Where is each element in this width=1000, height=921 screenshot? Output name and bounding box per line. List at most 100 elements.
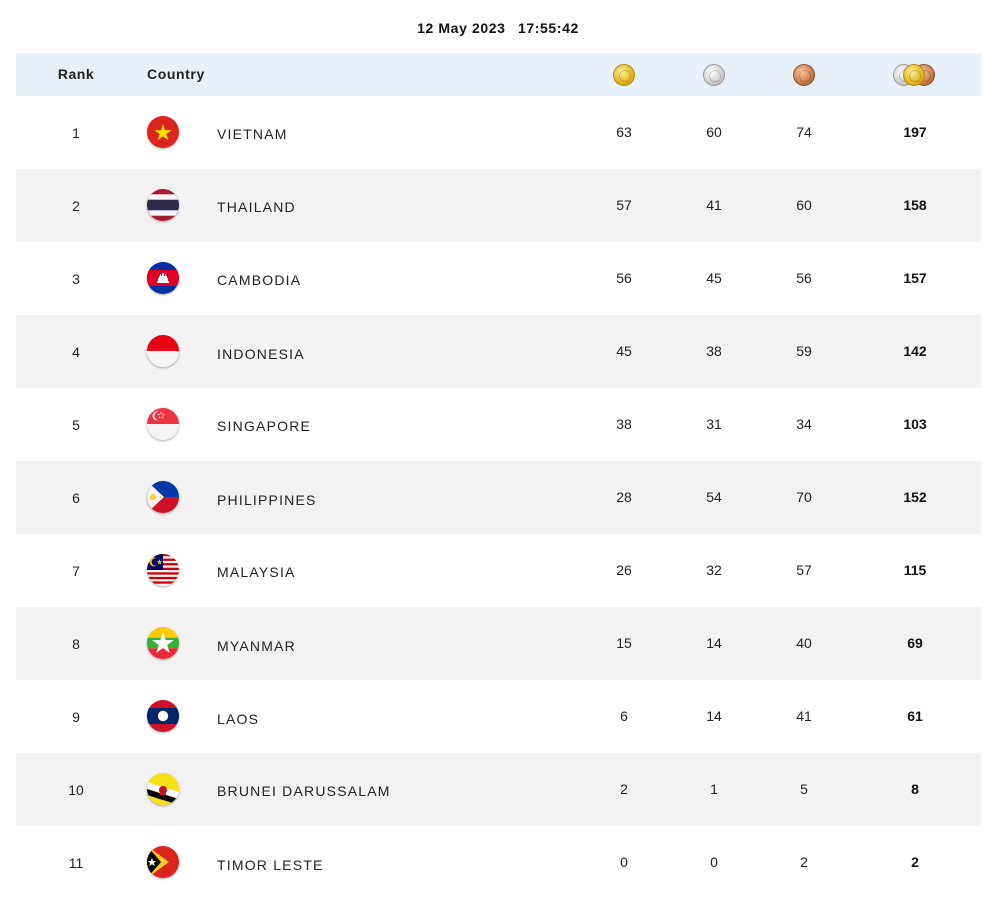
table-row: 5 SINGAPORE 38 31 34 103 [16,388,981,461]
country-name: PHILIPPINES [217,492,317,508]
table-row: 3 CAMBODIA 56 45 56 157 [16,242,981,315]
total-count: 152 [903,489,927,505]
rank-cell: 4 [72,343,80,360]
silver-count: 54 [706,489,722,505]
bronze-count: 70 [796,489,812,505]
gold-count: 38 [616,416,632,432]
last-updated-timestamp: 12 May 2023 17:55:42 [0,20,996,36]
bronze-count: 2 [800,854,808,870]
country-column-header: Country [147,66,205,82]
country-name: TIMOR LESTE [217,857,324,873]
bronze-count: 34 [796,416,812,432]
country-name: MALAYSIA [217,564,296,580]
brunei-flag-icon [147,773,179,805]
total-count: 197 [903,124,927,140]
table-row: 1 VIETNAM 63 60 74 197 [16,96,981,169]
gold-medal-icon [613,63,635,86]
gold-count: 26 [616,562,632,578]
laos-flag-icon [147,700,179,732]
silver-count: 32 [706,562,722,578]
table-row: 9 LAOS 6 14 41 61 [16,680,981,753]
rank-cell: 5 [72,416,80,433]
thailand-flag-icon [147,189,179,221]
medal-table: Rank Country 1 VIETNAM 63 60 74 197 2 THAILAND 5… [16,53,981,899]
total-column-header [885,53,945,96]
rank-cell: 1 [72,124,80,141]
silver-column-header [684,53,744,96]
gold-count: 28 [616,489,632,505]
table-row: 10 BRUNEI DARUSSALAM 2 1 5 8 [16,753,981,826]
bronze-count: 56 [796,270,812,286]
bronze-count: 74 [796,124,812,140]
rank-cell: 11 [68,854,84,871]
bronze-count: 40 [796,635,812,651]
total-count: 158 [903,197,927,213]
table-row: 8 MYANMAR 15 14 40 69 [16,607,981,680]
total-count: 2 [911,854,919,870]
gold-count: 2 [620,781,628,797]
total-count: 142 [903,343,927,359]
country-name: CAMBODIA [217,272,302,288]
country-name: THAILAND [217,199,296,215]
gold-column-header [594,53,654,96]
total-count: 8 [911,781,919,797]
gold-count: 6 [620,708,628,724]
bronze-count: 57 [796,562,812,578]
silver-count: 38 [706,343,722,359]
total-count: 157 [903,270,927,286]
gold-count: 57 [616,197,632,213]
singapore-flag-icon [147,408,179,440]
silver-count: 31 [706,416,722,432]
table-row: 6 PHILIPPINES 28 54 70 152 [16,461,981,534]
philippines-flag-icon [147,481,179,513]
country-name: LAOS [217,711,260,727]
vietnam-flag-icon [147,116,179,148]
silver-count: 60 [706,124,722,140]
rank-cell: 2 [72,197,80,214]
total-count: 69 [907,635,923,651]
bronze-count: 5 [800,781,808,797]
timestamp-date: 12 May 2023 [417,20,506,36]
silver-count: 45 [706,270,722,286]
table-row: 7 MALAYSIA 26 32 57 115 [16,534,981,607]
rank-cell: 9 [72,708,80,725]
table-row: 4 INDONESIA 45 38 59 142 [16,315,981,388]
gold-count: 56 [616,270,632,286]
country-name: INDONESIA [217,346,305,362]
myanmar-flag-icon [147,627,179,659]
gold-count: 45 [616,343,632,359]
total-count: 115 [903,562,927,578]
silver-count: 41 [706,197,722,213]
silver-count: 0 [710,854,718,870]
malaysia-flag-icon [147,554,179,586]
bronze-count: 41 [796,708,812,724]
gold-count: 63 [616,124,632,140]
silver-count: 14 [706,635,722,651]
rank-cell: 7 [72,562,80,579]
rank-cell: 10 [68,781,84,798]
bronze-medal-icon [793,63,815,86]
country-name: VIETNAM [217,126,288,142]
gold-count: 15 [616,635,632,651]
country-name: SINGAPORE [217,418,312,434]
silver-count: 14 [706,708,722,724]
rank-cell: 8 [72,635,80,652]
bronze-column-header [774,53,834,96]
table-header: Rank Country [16,53,981,96]
country-name: MYANMAR [217,638,296,654]
country-name: BRUNEI DARUSSALAM [217,783,391,799]
cambodia-flag-icon [147,262,179,294]
rank-column-header: Rank [57,66,95,82]
gold-count: 0 [620,854,628,870]
timestamp-time: 17:55:42 [518,20,579,36]
bronze-count: 59 [796,343,812,359]
silver-count: 1 [710,781,718,797]
timor-leste-flag-icon [147,846,179,878]
total-count: 103 [903,416,927,432]
indonesia-flag-icon [147,335,179,367]
rank-cell: 3 [72,270,80,287]
table-row: 11 TIMOR LESTE 0 0 2 2 [16,826,981,899]
table-row: 2 THAILAND 57 41 60 158 [16,169,981,242]
table-body: 1 VIETNAM 63 60 74 197 2 THAILAND 57 41 60 158 3 CAMB… [16,96,981,899]
